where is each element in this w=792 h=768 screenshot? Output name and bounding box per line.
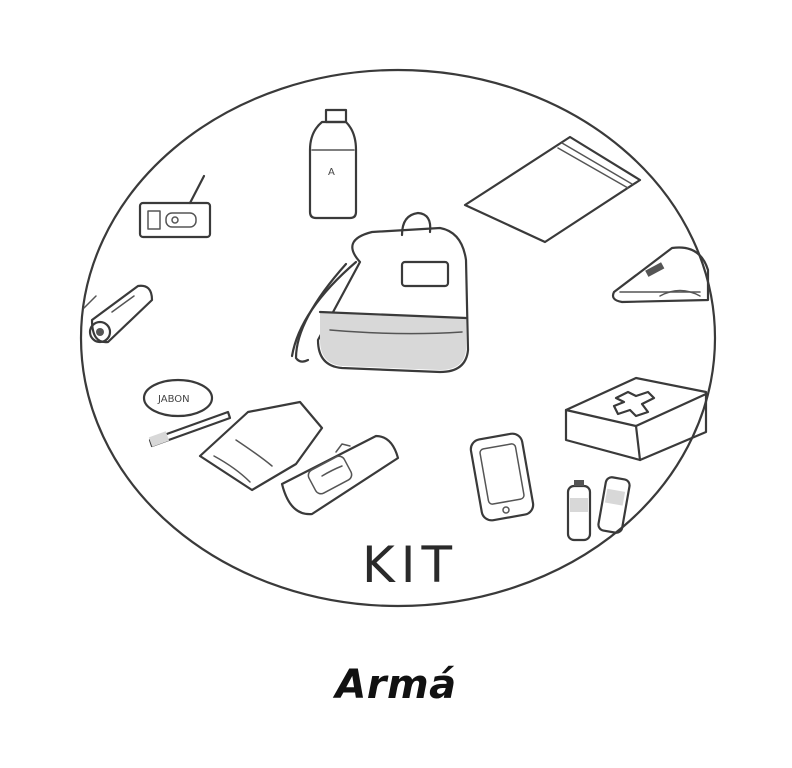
flashlight-icon (83, 284, 154, 344)
soap-label: JABON (157, 394, 190, 405)
notebook-icon (611, 246, 710, 304)
zip-bag-icon (463, 135, 642, 244)
backpack-icon (290, 211, 470, 374)
towel-icon (198, 400, 324, 492)
phone-icon (469, 432, 535, 522)
emergency-kit-illustration: A (79, 68, 717, 608)
kit-label: KIT (362, 536, 458, 594)
batteries-icon (566, 476, 631, 542)
radio-icon (138, 174, 212, 239)
water-bottle-icon: A (308, 108, 358, 220)
wet-wipes-icon (280, 434, 400, 516)
soap-icon: JABON (142, 378, 214, 418)
toothbrush-icon (148, 410, 232, 448)
bottle-label: A (328, 167, 335, 178)
first-aid-kit-icon (564, 376, 708, 462)
caption-title: Armá (335, 662, 457, 708)
circle-frame (79, 68, 717, 608)
